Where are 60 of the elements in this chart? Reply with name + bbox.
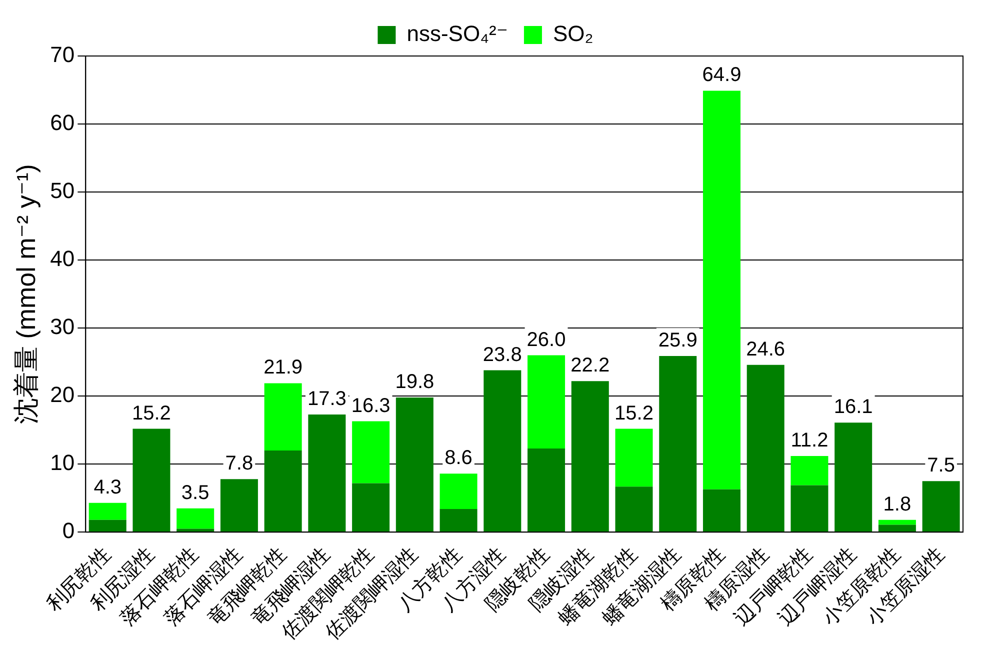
total-label: 64.9: [702, 64, 742, 86]
bar: [878, 520, 916, 525]
bar: [396, 397, 434, 532]
bar: [790, 456, 828, 486]
legend-label: nss-SO₄²⁻: [406, 21, 508, 46]
y-tick-label: 70: [50, 42, 75, 68]
bar: [834, 422, 872, 532]
total-label: 19.8: [395, 371, 434, 393]
bar: [264, 383, 302, 451]
total-label: 16.1: [834, 396, 873, 418]
bar: [484, 370, 522, 532]
y-tick-label: 50: [50, 178, 75, 204]
bar: [220, 479, 258, 532]
total-label: 21.9: [264, 356, 303, 379]
bar: [352, 483, 390, 532]
total-label: 1.8: [883, 493, 912, 516]
bar: [615, 486, 653, 532]
bar: [264, 450, 302, 532]
total-label: 15.2: [614, 402, 654, 424]
total-label: 8.6: [444, 447, 472, 470]
total-label: 7.5: [927, 454, 955, 477]
bar: [571, 381, 609, 532]
total-label: 3.5: [181, 482, 210, 504]
bar: [88, 520, 126, 532]
total-label: 23.8: [482, 344, 522, 366]
total-label: 26.0: [526, 328, 566, 351]
bar: [88, 502, 126, 520]
total-label: 22.2: [570, 354, 610, 377]
total-label: 15.2: [132, 402, 171, 424]
total-label: 17.3: [307, 388, 346, 410]
y-tick-label: 0: [62, 518, 75, 544]
bar: [352, 421, 390, 484]
bar: [790, 485, 828, 532]
bar: [528, 448, 566, 532]
bar: [308, 414, 346, 532]
bar: [922, 481, 960, 532]
bar: [659, 356, 697, 532]
total-label: 16.3: [351, 394, 390, 417]
bar: [440, 509, 478, 532]
y-axis-title: 沈着量 (mmol m⁻² y⁻¹): [10, 164, 41, 424]
bar: [132, 428, 170, 532]
total-label: 11.2: [790, 430, 828, 452]
bar: [176, 508, 214, 529]
y-tick-label: 10: [50, 450, 75, 476]
bar: [440, 474, 478, 510]
y-tick-label: 60: [50, 110, 75, 136]
y-tick-label: 30: [50, 314, 75, 340]
total-label: 24.6: [746, 338, 786, 360]
legend-label: SO₂: [552, 21, 594, 46]
bar: [702, 90, 740, 490]
total-label: 25.9: [658, 330, 698, 352]
bar: [528, 355, 566, 449]
bar: [878, 524, 916, 532]
bar: [746, 364, 784, 532]
y-tick-label: 20: [50, 382, 75, 408]
total-label: 7.8: [225, 452, 254, 475]
total-label: 4.3: [94, 476, 122, 498]
bar: [702, 489, 740, 532]
bar: [615, 428, 653, 487]
y-tick-label: 40: [50, 246, 75, 272]
